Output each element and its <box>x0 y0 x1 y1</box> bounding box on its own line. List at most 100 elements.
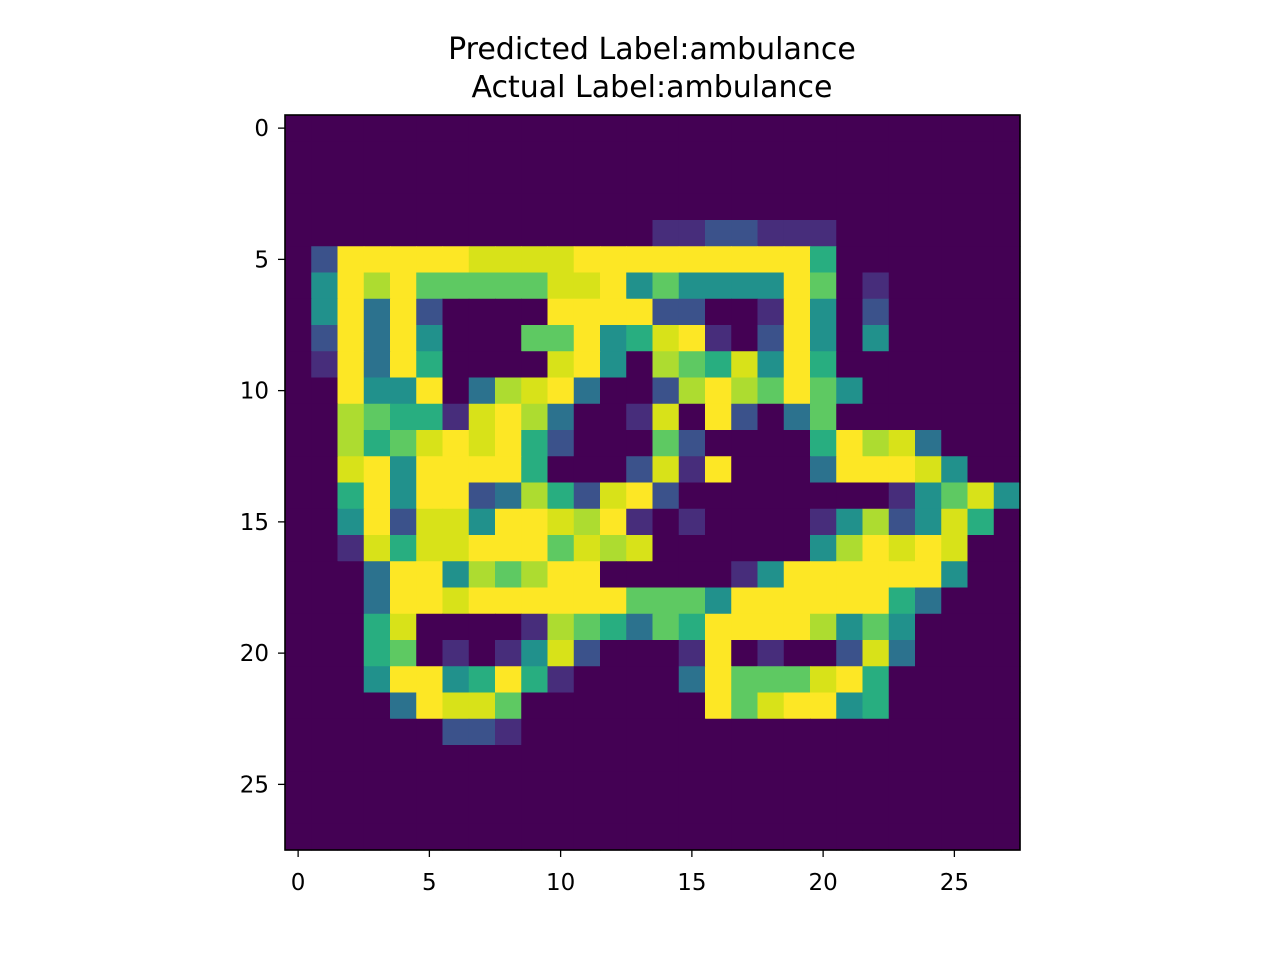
heatmap-cell <box>862 692 890 720</box>
heatmap-cell <box>442 351 470 379</box>
heatmap-cell <box>810 325 837 352</box>
heatmap-cell <box>600 666 627 694</box>
heatmap-cell <box>862 666 890 694</box>
heatmap-cell <box>941 351 969 379</box>
heatmap-cell <box>888 456 916 484</box>
heatmap-cell <box>495 167 522 195</box>
heatmap-cell <box>390 430 417 457</box>
heatmap-cell <box>705 167 732 195</box>
heatmap-cell <box>993 456 1021 484</box>
heatmap-cell <box>390 351 417 379</box>
heatmap-cell <box>521 403 549 431</box>
heatmap-cell <box>363 613 391 641</box>
heatmap-cell <box>652 587 680 615</box>
heatmap-cell <box>337 666 365 694</box>
heatmap-cell <box>862 220 890 247</box>
heatmap-cell <box>363 771 391 799</box>
heatmap-cell <box>915 403 942 431</box>
heatmap-cell <box>285 640 312 667</box>
heatmap-cell <box>285 115 312 142</box>
heatmap-cell <box>311 771 339 799</box>
heatmap-cell <box>810 456 837 484</box>
heatmap-cell <box>600 298 627 326</box>
heatmap-cell <box>731 797 759 825</box>
heatmap-cell <box>678 718 706 746</box>
heatmap-cell <box>652 745 680 772</box>
heatmap-cell <box>521 508 549 536</box>
heatmap-cell <box>547 482 575 510</box>
heatmap-cell <box>941 745 969 772</box>
heatmap-cell <box>731 561 759 589</box>
heatmap-cell <box>941 456 969 484</box>
heatmap-cell <box>600 167 627 195</box>
heatmap-cell <box>547 587 575 615</box>
heatmap-cell <box>862 745 890 772</box>
heatmap-cell <box>337 167 365 195</box>
heatmap-cell <box>888 692 916 720</box>
heatmap-cell <box>416 535 444 562</box>
heatmap-cell <box>468 298 496 326</box>
heatmap-cell <box>337 745 365 772</box>
heatmap-cell <box>836 797 864 825</box>
heatmap-cell <box>311 587 339 615</box>
heatmap-cell <box>941 115 969 142</box>
heatmap-cell <box>993 403 1021 431</box>
heatmap-cell <box>757 403 785 431</box>
heatmap-cell <box>416 771 444 799</box>
heatmap-cell <box>468 272 496 300</box>
heatmap-cell <box>678 193 706 221</box>
heatmap-cell <box>547 193 575 221</box>
heatmap-cell <box>363 167 391 195</box>
heatmap-cell <box>626 745 654 772</box>
heatmap-cell <box>862 351 890 379</box>
heatmap-cell <box>311 561 339 589</box>
heatmap-cell <box>836 351 864 379</box>
heatmap-cell <box>967 745 995 772</box>
heatmap-cell <box>547 666 575 694</box>
heatmap-cell <box>652 666 680 694</box>
heatmap-cell <box>337 482 365 510</box>
heatmap-cell <box>468 771 496 799</box>
heatmap-cell <box>442 640 470 667</box>
heatmap-cell <box>967 535 995 562</box>
heatmap-cell <box>521 771 549 799</box>
heatmap-cell <box>495 272 522 300</box>
heatmap-cell <box>468 666 496 694</box>
heatmap-cell <box>705 482 732 510</box>
heatmap-cell <box>495 718 522 746</box>
heatmap-cell <box>285 613 312 641</box>
heatmap-cell <box>311 640 339 667</box>
heatmap-cell <box>757 193 785 221</box>
heatmap-cell <box>285 456 312 484</box>
heatmap-cell <box>521 220 549 247</box>
heatmap-cell <box>705 272 732 300</box>
heatmap-cell <box>705 640 732 667</box>
heatmap-cell <box>337 508 365 536</box>
heatmap-cell <box>731 325 759 352</box>
heatmap-cell <box>810 797 837 825</box>
heatmap-cell <box>915 193 942 221</box>
heatmap-cell <box>468 220 496 247</box>
heatmap-cell <box>757 692 785 720</box>
heatmap-cell <box>810 613 837 641</box>
heatmap-cell <box>915 430 942 457</box>
heatmap-cell <box>731 220 759 247</box>
heatmap-cell <box>810 298 837 326</box>
heatmap-cell <box>757 745 785 772</box>
heatmap-cell <box>757 613 785 641</box>
heatmap-cell <box>810 272 837 300</box>
heatmap-cell <box>941 692 969 720</box>
heatmap-cell <box>705 456 732 484</box>
heatmap-cell <box>521 797 549 825</box>
heatmap-cell <box>836 823 864 851</box>
heatmap-cell <box>521 167 549 195</box>
heatmap-cell <box>495 430 522 457</box>
heatmap-cell <box>337 797 365 825</box>
heatmap-cell <box>416 246 444 274</box>
heatmap-cell <box>573 430 601 457</box>
heatmap-cell <box>390 482 417 510</box>
heatmap-cell <box>573 640 601 667</box>
heatmap-cell <box>363 430 391 457</box>
heatmap-cell <box>915 377 942 405</box>
heatmap-cell <box>810 771 837 799</box>
